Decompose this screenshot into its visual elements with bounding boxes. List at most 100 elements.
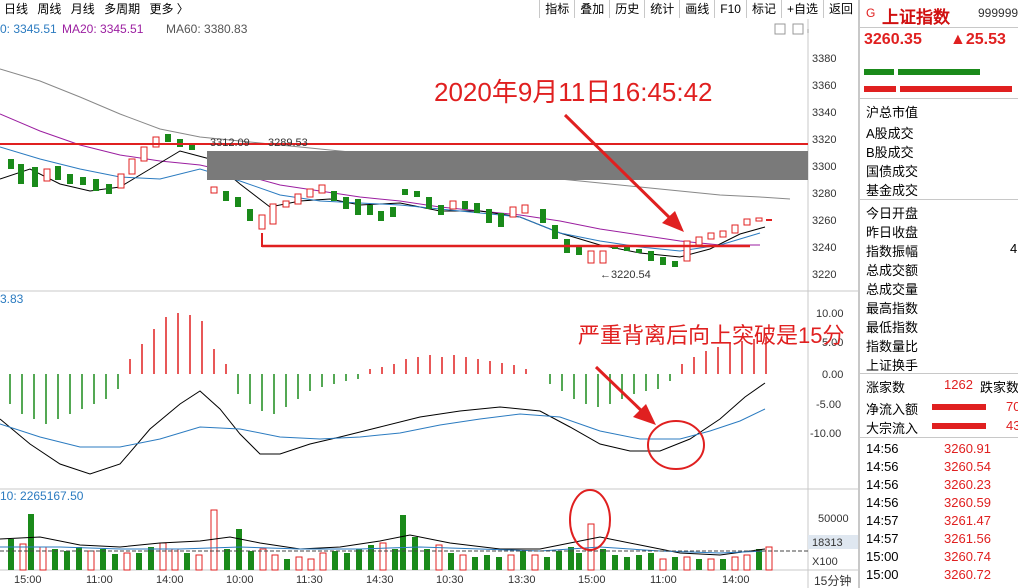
candle bbox=[576, 247, 582, 255]
volume-highlight-circle bbox=[569, 489, 611, 551]
y-tick: 3380 bbox=[812, 53, 836, 65]
high-label-b: 3289.53 bbox=[268, 137, 308, 149]
x-tick: 11:30 bbox=[296, 574, 323, 586]
price-y-axis: 3380 3360 3340 3320 3300 3280 3260 3240 … bbox=[812, 53, 836, 281]
candle bbox=[43, 168, 51, 182]
rise-count-label: 涨家数 bbox=[866, 380, 906, 395]
arrow-head bbox=[662, 211, 684, 232]
candle bbox=[18, 164, 24, 184]
x-tick: 14:00 bbox=[156, 574, 184, 586]
y-tick: 0.00 bbox=[822, 369, 843, 381]
breadth-bar-red bbox=[864, 86, 896, 92]
macd-arrow-line bbox=[594, 365, 650, 419]
period-monthly[interactable]: 月线 bbox=[70, 2, 95, 16]
flag-icon: G bbox=[866, 6, 876, 20]
candle bbox=[117, 173, 125, 189]
candle bbox=[624, 247, 630, 251]
block-inflow-bar bbox=[932, 423, 986, 429]
tick-time: 14:57 bbox=[866, 513, 899, 528]
candle bbox=[390, 207, 396, 217]
block-inflow-label: 大宗流入 bbox=[866, 421, 919, 436]
candle bbox=[165, 134, 171, 142]
volume-y-axis: 50000 18313 X100 bbox=[808, 513, 858, 568]
tick-price: 3261.56 bbox=[944, 531, 991, 546]
timestamp-annotation: 2020年9月11日16:45:42 bbox=[434, 77, 713, 107]
y-tick: -10.00 bbox=[810, 428, 841, 440]
back-button[interactable]: 返回 bbox=[822, 0, 858, 18]
statistics-button[interactable]: 统计 bbox=[644, 0, 679, 18]
period-more[interactable]: 更多 〉 bbox=[149, 2, 189, 16]
candle bbox=[318, 184, 326, 194]
resistance-zone bbox=[207, 151, 808, 180]
stat-label: B股成交 bbox=[866, 145, 914, 160]
candle bbox=[426, 197, 432, 209]
candle bbox=[648, 251, 654, 261]
amplitude-value: 4 bbox=[1010, 241, 1018, 256]
stat-label: A股成交 bbox=[866, 126, 914, 141]
block-inflow-value: 43 bbox=[1006, 418, 1018, 433]
candle bbox=[67, 174, 73, 184]
candle bbox=[636, 249, 642, 253]
add-watchlist-button[interactable]: +自选 bbox=[780, 0, 823, 18]
candle bbox=[106, 184, 112, 194]
y-tick: 3220 bbox=[812, 269, 836, 281]
macd-highlight-circle bbox=[647, 420, 705, 470]
high-label-a: 3312.09 bbox=[210, 137, 250, 149]
arrow-line bbox=[563, 113, 678, 226]
macd-histogram bbox=[9, 313, 767, 424]
x-tick: 11:00 bbox=[86, 574, 113, 586]
ma60-label: MA60: 3380.83 bbox=[166, 22, 248, 36]
candle bbox=[128, 158, 136, 175]
draw-line-button[interactable]: 画线 bbox=[679, 0, 714, 18]
settings-icon[interactable] bbox=[774, 23, 786, 35]
y-tick: 3340 bbox=[812, 107, 836, 119]
tick-time: 14:57 bbox=[866, 531, 899, 546]
candle bbox=[672, 261, 678, 267]
stat-label: 上证换手 bbox=[866, 358, 919, 373]
candle bbox=[55, 166, 61, 180]
tick-time: 14:56 bbox=[866, 495, 899, 510]
stat-label: 今日开盘 bbox=[866, 206, 919, 221]
period-label[interactable]: 15分钟 bbox=[814, 573, 851, 588]
candle bbox=[599, 250, 607, 264]
overlay-button[interactable]: 叠加 bbox=[574, 0, 609, 18]
kline-chart[interactable]: 0: 3345.51 MA20: 3345.51 MA60: 3380.83 3… bbox=[0, 19, 858, 588]
stat-label: 指数振幅 bbox=[866, 244, 919, 259]
volume-ma-line-a bbox=[0, 534, 766, 556]
tick-price: 3260.74 bbox=[944, 549, 991, 564]
history-button[interactable]: 历史 bbox=[609, 0, 644, 18]
mark-button[interactable]: 标记 bbox=[745, 0, 781, 18]
indicator-button[interactable]: 指标 bbox=[539, 0, 574, 18]
chart-toolbar: 日线 周线 月线 多周期 更多 〉 指标 叠加 历史 统计 画线 F10 标记 … bbox=[0, 0, 858, 20]
quote-sidebar: G 上证指数 999999 3260.35 ▲25.53 沪总市值 A股成交 B… bbox=[858, 0, 1018, 588]
tick-time: 14:56 bbox=[866, 459, 899, 474]
candle bbox=[378, 211, 384, 221]
x-tick: 13:30 bbox=[508, 574, 536, 586]
tick-price: 3260.72 bbox=[944, 567, 991, 582]
close-icon[interactable] bbox=[792, 23, 804, 35]
y-tick: 3240 bbox=[812, 242, 836, 254]
x-tick: 11:00 bbox=[650, 574, 677, 586]
ma20-label: MA20: 3345.51 bbox=[62, 22, 144, 36]
candle bbox=[402, 189, 408, 195]
period-multi[interactable]: 多周期 bbox=[104, 2, 141, 16]
y-tick: 50000 bbox=[818, 513, 849, 525]
period-daily[interactable]: 日线 bbox=[4, 2, 29, 16]
candle bbox=[235, 197, 241, 207]
tick-time: 15:00 bbox=[866, 567, 899, 582]
y-tick: 3280 bbox=[812, 188, 836, 200]
tick-price: 3260.23 bbox=[944, 477, 991, 492]
tick-time: 15:00 bbox=[866, 549, 899, 564]
price-change: ▲25.53 bbox=[950, 31, 1006, 48]
macd-y-axis: 10.00 5.00 0.00 -5.00 -10.00 bbox=[810, 308, 844, 440]
index-code: 999999 bbox=[978, 6, 1018, 20]
f10-button[interactable]: F10 bbox=[714, 0, 746, 18]
y-tick: 10.00 bbox=[816, 308, 844, 320]
x-tick: 14:30 bbox=[366, 574, 394, 586]
period-weekly[interactable]: 周线 bbox=[37, 2, 62, 16]
y-tick: 3320 bbox=[812, 134, 836, 146]
macd-header: 3.83 bbox=[0, 292, 24, 306]
tick-price: 3260.91 bbox=[944, 441, 991, 456]
stat-label: 总成交额 bbox=[866, 263, 919, 278]
candle bbox=[438, 205, 444, 215]
